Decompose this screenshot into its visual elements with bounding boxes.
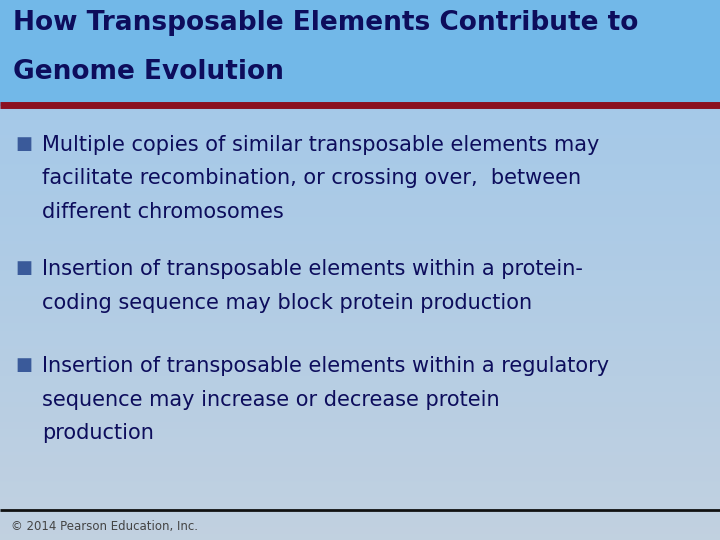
- Text: © 2014 Pearson Education, Inc.: © 2014 Pearson Education, Inc.: [11, 520, 198, 533]
- Text: different chromosomes: different chromosomes: [42, 202, 284, 222]
- Text: sequence may increase or decrease protein: sequence may increase or decrease protei…: [42, 390, 500, 410]
- Text: ■: ■: [16, 135, 33, 153]
- Text: How Transposable Elements Contribute to: How Transposable Elements Contribute to: [13, 10, 639, 36]
- Text: facilitate recombination, or crossing over,  between: facilitate recombination, or crossing ov…: [42, 168, 581, 188]
- Text: ■: ■: [16, 356, 33, 374]
- Text: Insertion of transposable elements within a protein-: Insertion of transposable elements withi…: [42, 259, 582, 279]
- Text: Insertion of transposable elements within a regulatory: Insertion of transposable elements withi…: [42, 356, 609, 376]
- Text: production: production: [42, 423, 153, 443]
- Text: coding sequence may block protein production: coding sequence may block protein produc…: [42, 293, 532, 313]
- Text: Genome Evolution: Genome Evolution: [13, 59, 284, 85]
- Text: Multiple copies of similar transposable elements may: Multiple copies of similar transposable …: [42, 135, 599, 155]
- Text: ■: ■: [16, 259, 33, 277]
- Bar: [0, 0, 720, 105]
